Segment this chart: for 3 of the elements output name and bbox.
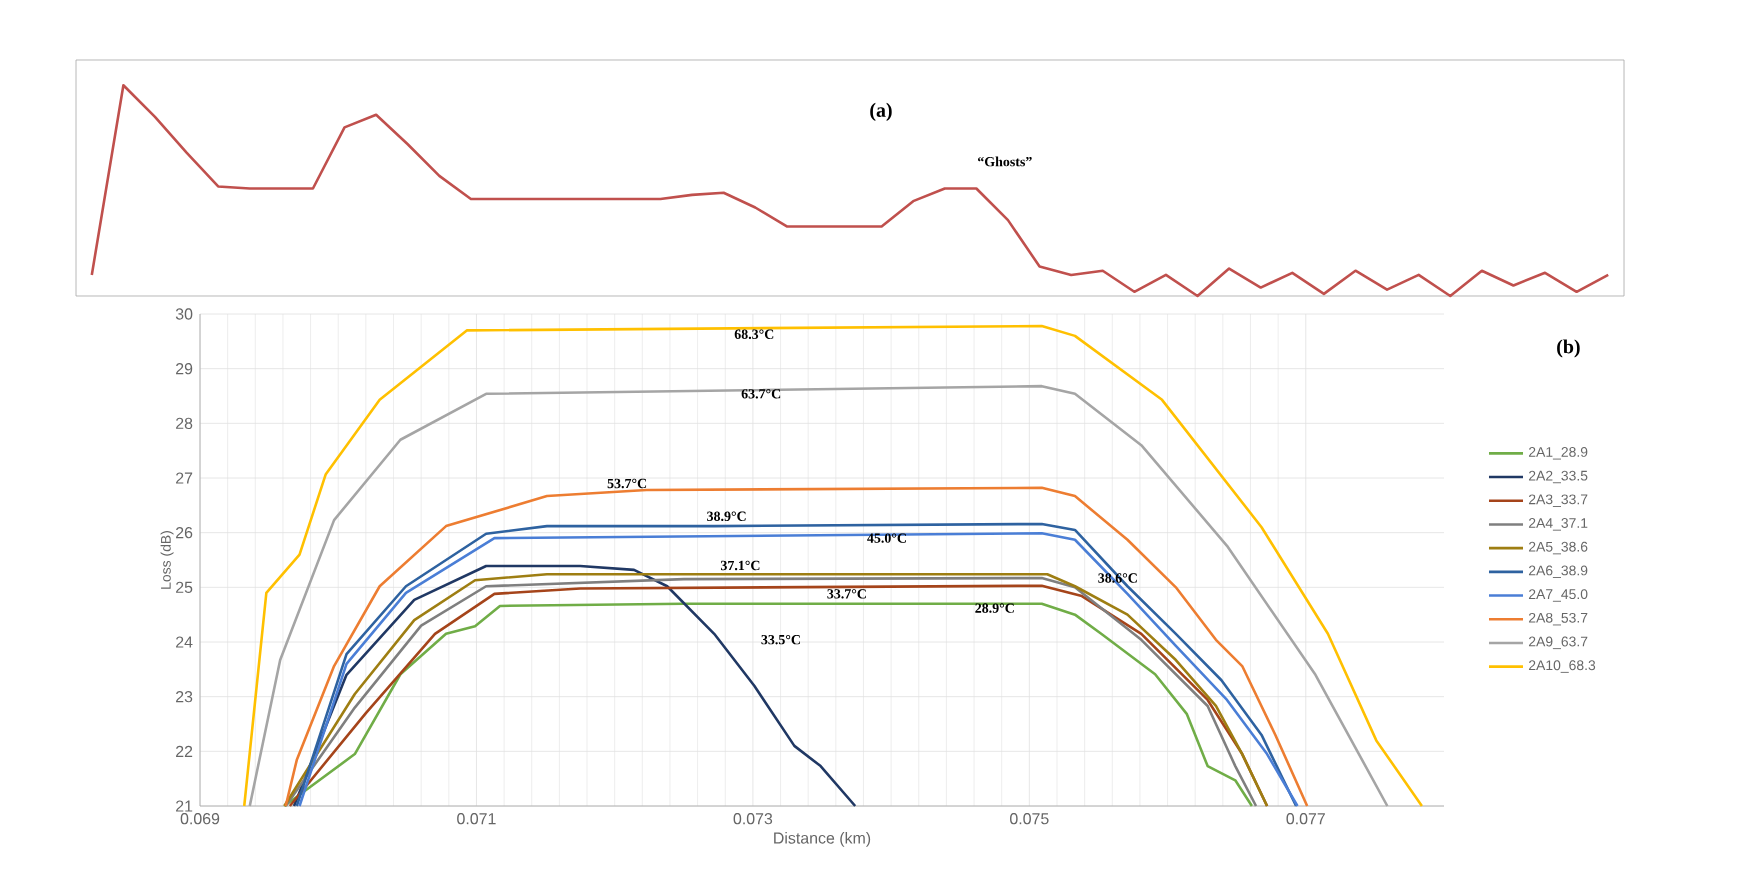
text: (b) [1557,339,1580,358]
line-series [242,324,1424,808]
annotation: (a) [870,102,892,121]
